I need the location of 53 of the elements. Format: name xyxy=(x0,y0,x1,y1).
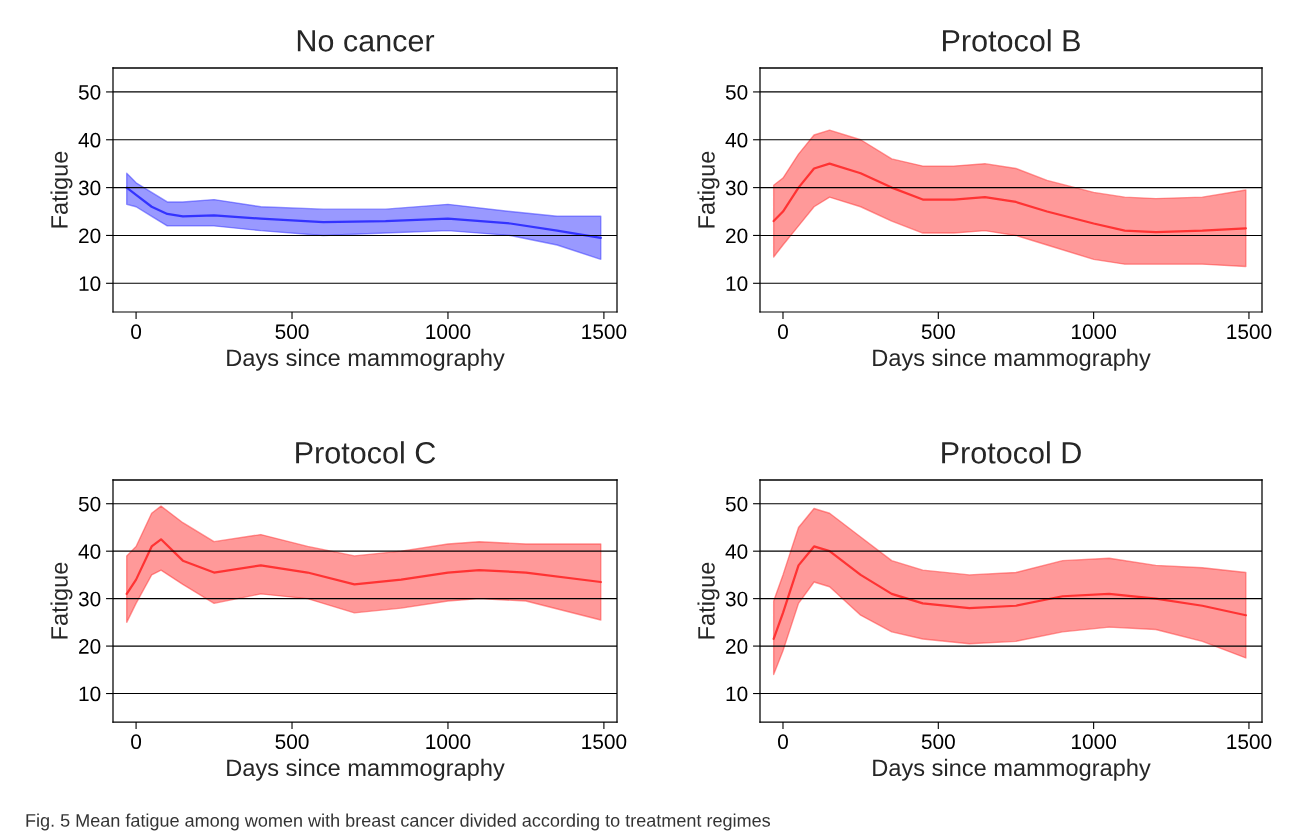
x-tick-label: 1500 xyxy=(1227,324,1272,340)
x-tick-label: 0 xyxy=(778,324,788,340)
line-series xyxy=(125,538,602,595)
y-tick-label: 40 xyxy=(725,132,748,148)
y-tick-label: 50 xyxy=(725,84,748,100)
chart-title: Protocol D xyxy=(942,441,1081,464)
y-tick-label: 10 xyxy=(79,686,101,702)
y-tick-label: 10 xyxy=(79,276,101,292)
x-tick-label: 1500 xyxy=(582,324,627,340)
y-tick-label: 50 xyxy=(78,84,101,100)
y-tick-label: 20 xyxy=(79,228,101,244)
x-tick-label: 0 xyxy=(131,734,142,750)
x-axis-title: Days since mammography xyxy=(873,758,1151,781)
y-tick-label: 40 xyxy=(78,132,101,148)
x-tick-label: 0 xyxy=(131,324,142,340)
chart-title: Protocol B xyxy=(943,29,1080,52)
x-tick-label: 1500 xyxy=(1227,734,1272,750)
y-axis-title: Fatigue xyxy=(50,151,73,228)
y-tick-label: 30 xyxy=(78,591,101,607)
y-tick-label: 30 xyxy=(78,180,101,196)
caption: Fig. 5 Mean fatigue among women with breast cancer divided according to treatment regimes xyxy=(26,813,771,831)
y-tick-label: 50 xyxy=(725,496,748,512)
y-tick-label: 40 xyxy=(78,544,101,559)
chart-title: No cancer xyxy=(297,30,435,52)
y-tick-label: 20 xyxy=(726,639,748,654)
y-axis-title: Fatigue xyxy=(697,562,720,639)
x-tick-label: 1500 xyxy=(582,734,627,750)
y-tick-label: 20 xyxy=(79,639,101,654)
y-axis-title: Fatigue xyxy=(697,151,720,228)
line-series xyxy=(772,545,1247,641)
y-tick-label: 30 xyxy=(725,591,748,607)
y-tick-label: 10 xyxy=(726,276,748,292)
x-tick-label: 1000 xyxy=(426,734,471,750)
x-tick-label: 1000 xyxy=(1072,734,1116,750)
x-tick-label: 500 xyxy=(275,324,309,340)
x-tick-label: 1000 xyxy=(1072,324,1116,340)
x-tick-label: 1000 xyxy=(426,324,471,340)
line-series xyxy=(125,186,602,239)
x-tick-label: 500 xyxy=(275,734,309,750)
y-axis-title: Fatigue xyxy=(50,562,73,639)
x-tick-label: 0 xyxy=(778,734,788,750)
y-tick-label: 50 xyxy=(78,496,101,512)
x-axis-title: Days since mammography xyxy=(227,758,505,781)
y-tick-label: 30 xyxy=(725,180,748,196)
line-series xyxy=(772,162,1247,234)
x-axis-title: Days since mammography xyxy=(227,348,505,371)
y-tick-label: 20 xyxy=(726,228,748,244)
x-axis-title: Days since mammography xyxy=(873,348,1151,371)
x-tick-label: 500 xyxy=(921,734,955,750)
y-tick-label: 10 xyxy=(726,686,748,702)
chart-title: Protocol C xyxy=(296,441,436,464)
y-tick-label: 40 xyxy=(725,544,748,559)
x-tick-label: 500 xyxy=(921,324,955,340)
